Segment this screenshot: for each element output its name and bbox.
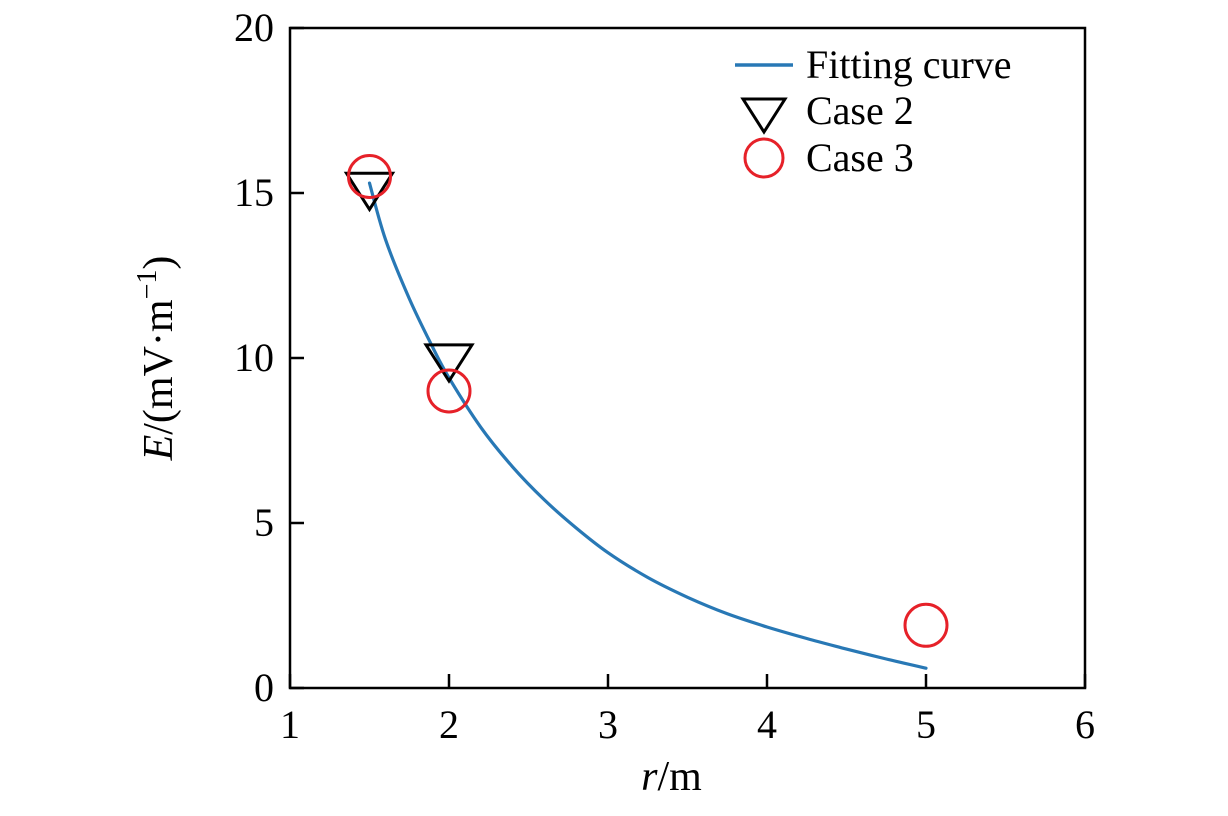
- x-tick-label: 1: [280, 702, 300, 747]
- y-tick-label: 20: [234, 5, 274, 50]
- y-tick-label: 15: [234, 170, 274, 215]
- y-axis-label: E/(mV·m−1): [132, 256, 182, 462]
- case3-marker: [426, 368, 472, 414]
- x-tick-label: 5: [916, 702, 936, 747]
- legend-label: Case 2: [806, 88, 914, 133]
- y-tick-label: 0: [254, 665, 274, 710]
- case3-marker: [347, 154, 392, 199]
- x-tick-label: 4: [757, 702, 777, 747]
- case2-marker: [343, 171, 396, 213]
- legend-case3-marker: [743, 137, 785, 179]
- case3-marker: [903, 602, 949, 648]
- x-tick-label: 3: [598, 702, 618, 747]
- x-tick-label: 6: [1075, 702, 1095, 747]
- legend-case2-marker: [740, 97, 788, 135]
- x-axis-label: r/m: [641, 754, 702, 800]
- fitting-curve: [367, 181, 928, 670]
- x-tick-label: 2: [439, 702, 459, 747]
- y-tick-label: 5: [254, 500, 274, 545]
- y-tick-label: 10: [234, 335, 274, 380]
- case2-marker: [423, 343, 475, 384]
- legend-label: Fitting curve: [806, 42, 1012, 87]
- legend-label: Case 3: [806, 135, 914, 180]
